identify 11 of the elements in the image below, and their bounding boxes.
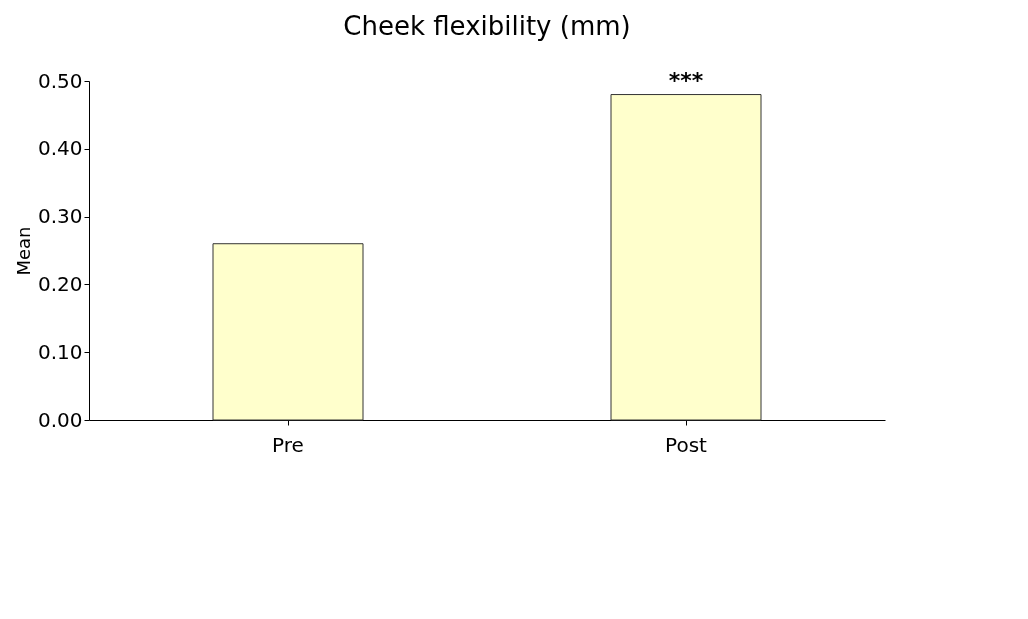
y-tick-label: 0.20 — [37, 271, 83, 296]
y-axis-title: Mean — [12, 226, 34, 276]
y-tick-label: 0.40 — [37, 136, 83, 161]
chart-title: Cheek flexibility (mm) — [343, 10, 631, 41]
y-tick-label: 0.10 — [37, 339, 83, 364]
x-tick-label: Post — [665, 432, 708, 457]
annotation: *** — [668, 67, 704, 93]
y-tick-label: 0.50 — [37, 68, 83, 93]
x-tick-label: Pre — [272, 432, 304, 457]
y-tick-label: 0.00 — [37, 407, 83, 432]
y-tick-label: 0.30 — [37, 204, 83, 229]
